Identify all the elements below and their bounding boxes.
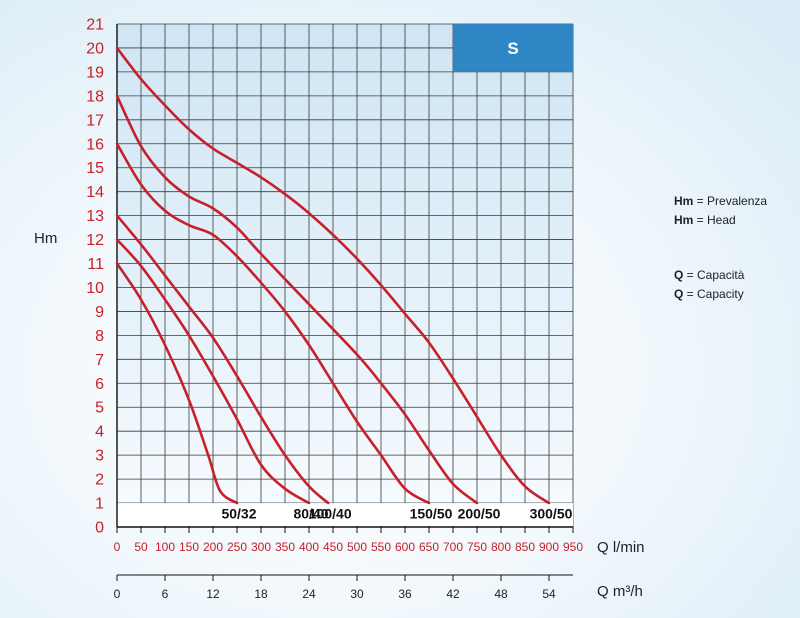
x-tick-label: 150: [179, 540, 199, 554]
x-tick-label: 50: [134, 540, 148, 554]
x-tick-label: 750: [467, 540, 487, 554]
legend-hm-abbr-2: Hm: [674, 213, 694, 227]
legend-hm-it: Hm = Prevalenza: [674, 192, 767, 211]
plot-area: [117, 24, 573, 527]
y-tick-label: 6: [95, 376, 104, 393]
x-axis-label: Q l/min: [597, 539, 645, 556]
x-tick-label: 850: [515, 540, 535, 554]
y-tick-label: 20: [86, 40, 104, 57]
x-axis-ticks: 0 50 100 150 200 250 300 350 400 450 500 550 600 650 7…: [114, 527, 583, 554]
x2-tick-label: 36: [398, 587, 412, 601]
curve-80-40: [115, 238, 311, 505]
y-tick-label: 2: [95, 472, 104, 489]
x-tick-label: 650: [419, 540, 439, 554]
y-tick-label: 4: [95, 424, 104, 441]
curve-150-50: [115, 142, 431, 505]
x2-tick-label: 54: [542, 587, 556, 601]
legend-q-abbr-2: Q: [674, 287, 684, 301]
curve-300-50: [115, 46, 551, 505]
y-tick-label: 3: [95, 448, 104, 465]
secondary-x-axis: 0 6 12 18 24 30 36 42 48 54: [114, 574, 573, 601]
x-tick-label: 350: [275, 540, 295, 554]
x2-tick-label: 24: [302, 587, 316, 601]
series-label: 50/32: [221, 506, 256, 522]
x2-tick-label: 42: [446, 587, 460, 601]
bottom-band: [118, 503, 573, 526]
legend-capacity: Q = Capacità Q = Capacity: [674, 266, 744, 304]
x2-tick-label: 48: [494, 587, 508, 601]
series-label: 150/50: [410, 506, 453, 522]
legend-hm-en-text: = Head: [693, 213, 736, 227]
y-tick-label: 19: [86, 64, 104, 81]
series-label: 200/50: [458, 506, 501, 522]
x-tick-label: 0: [114, 540, 121, 554]
y-tick-label: 17: [86, 112, 104, 129]
x-tick-label: 900: [539, 540, 559, 554]
series-label: 300/50: [530, 506, 573, 522]
badge-text: S: [507, 39, 518, 58]
legend-q-en: Q = Capacity: [674, 285, 744, 304]
x2-axis-label: Q m³/h: [597, 583, 643, 600]
x-tick-label: 400: [299, 540, 319, 554]
legend-head: Hm = Prevalenza Hm = Head: [674, 192, 767, 230]
y-tick-label: 7: [95, 352, 104, 369]
x-tick-label: 600: [395, 540, 415, 554]
x-tick-label: 450: [323, 540, 343, 554]
x-tick-label: 200: [203, 540, 223, 554]
y-tick-label: 10: [86, 280, 104, 297]
legend-hm-abbr: Hm: [674, 194, 694, 208]
legend-q-abbr: Q: [674, 268, 684, 282]
performance-curves: [115, 46, 551, 505]
x-tick-label: 550: [371, 540, 391, 554]
x-tick-label: 100: [155, 540, 175, 554]
legend-hm-it-text: = Prevalenza: [693, 194, 768, 208]
y-tick-label: 18: [86, 88, 104, 105]
x-tick-label: 700: [443, 540, 463, 554]
y-tick-label: 16: [86, 136, 104, 153]
x-tick-label: 250: [227, 540, 247, 554]
y-tick-label: 21: [86, 17, 104, 34]
y-tick-label: 8: [95, 328, 104, 345]
legend-hm-en: Hm = Head: [674, 211, 767, 230]
x2-tick-label: 6: [162, 587, 169, 601]
series-label: 100/40: [309, 506, 352, 522]
y-tick-label: 13: [86, 208, 104, 225]
y-tick-label: 0: [95, 520, 104, 537]
legend-q-it: Q = Capacità: [674, 266, 744, 285]
curve-100-40: [115, 214, 330, 505]
grid-lines: [116, 23, 574, 528]
x-tick-label: 300: [251, 540, 271, 554]
y-tick-label: 9: [95, 304, 104, 321]
x-tick-label: 950: [563, 540, 583, 554]
x-tick-label: 500: [347, 540, 367, 554]
y-tick-label: 12: [86, 232, 104, 249]
badge-box: [453, 24, 573, 72]
y-tick-label: 1: [95, 496, 104, 513]
x-tick-label: 800: [491, 540, 511, 554]
curve-200-50: [115, 94, 479, 505]
legend-q-it-text: = Capacità: [683, 268, 745, 282]
legend-q-en-text: = Capacity: [683, 287, 744, 301]
y-axis-label: Hm: [34, 230, 57, 247]
x2-tick-label: 0: [114, 587, 121, 601]
x2-tick-label: 30: [350, 587, 364, 601]
y-tick-label: 5: [95, 400, 104, 417]
x2-tick-label: 18: [254, 587, 268, 601]
series-label: 80/40: [293, 506, 328, 522]
y-tick-label: 11: [87, 256, 104, 273]
x2-tick-label: 12: [206, 587, 220, 601]
y-tick-label: 15: [86, 160, 104, 177]
curve-50-32: [115, 262, 239, 505]
series-badge: S: [453, 24, 573, 72]
y-tick-label: 14: [86, 184, 104, 201]
